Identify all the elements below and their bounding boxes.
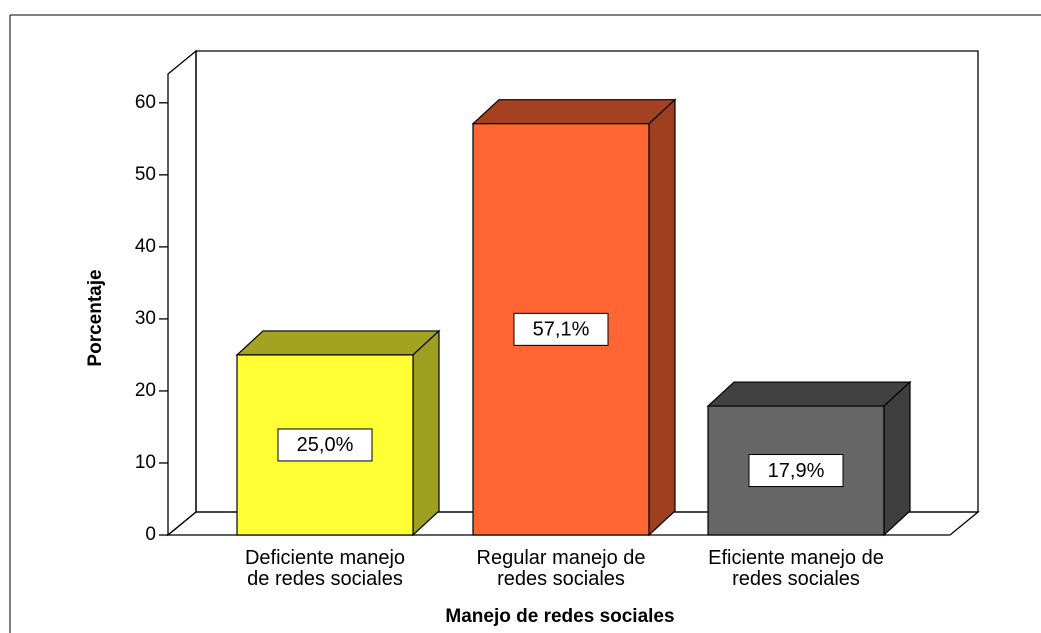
y-tick-label: 50: [135, 164, 156, 185]
value-label: 17,9%: [768, 460, 825, 482]
y-tick-label: 0: [145, 524, 156, 545]
y-axis-title: Porcentaje: [85, 269, 106, 366]
bar-top: [235, 330, 441, 356]
bar-top: [706, 381, 912, 407]
value-label-box: [513, 312, 609, 346]
y-tick-label: 40: [135, 236, 156, 257]
value-label: 25,0%: [297, 434, 354, 456]
value-label-box: [277, 428, 373, 462]
y-tick-label: 60: [135, 92, 156, 113]
y-tick-label: 30: [135, 308, 156, 329]
floor: [166, 511, 980, 536]
x-axis-title: Manejo de redes sociales: [445, 606, 674, 627]
value-label: 57,1%: [533, 319, 590, 341]
y-tick-label: 20: [135, 380, 156, 401]
x-tick-label: Regular manejo de redes sociales: [476, 547, 646, 590]
value-label-box: [748, 454, 844, 488]
bar-top: [471, 99, 677, 125]
y-tick-label: 10: [135, 452, 156, 473]
left-wall: [167, 49, 197, 537]
x-tick-label: Eficiente manejo de redes sociales: [708, 547, 884, 590]
bar-side: [648, 98, 676, 537]
x-tick-label: Deficiente manejo de redes sociales: [244, 547, 406, 590]
bar-side: [412, 329, 440, 537]
bar-side: [883, 380, 911, 537]
